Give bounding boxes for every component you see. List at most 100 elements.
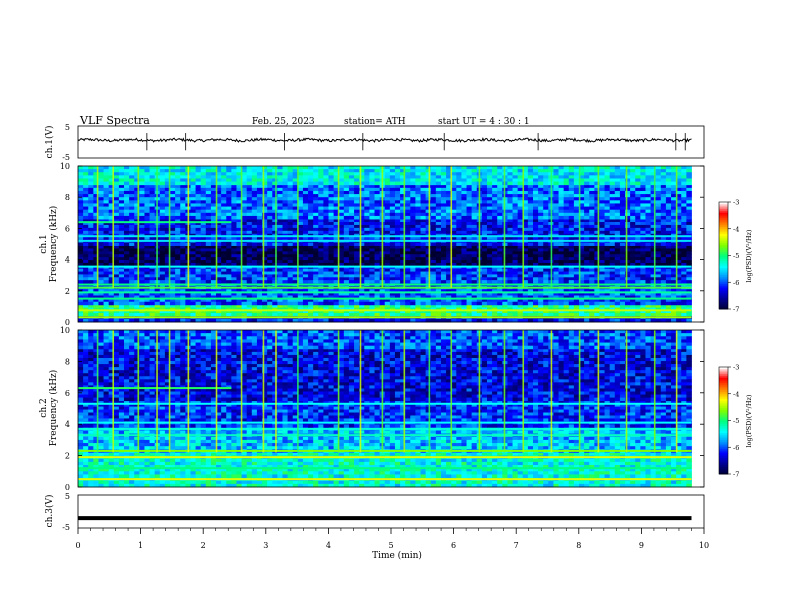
spectrogram-cell	[175, 212, 181, 217]
spectrogram-cell	[323, 219, 329, 223]
spectrogram-cell	[149, 318, 156, 323]
spectrogram-cell	[277, 248, 283, 252]
spectrogram-cell	[543, 280, 549, 284]
spectrogram-cell	[410, 190, 416, 195]
spectrogram-cell	[292, 245, 299, 249]
spectrogram-cell	[471, 230, 478, 235]
spectrogram-cell	[410, 212, 416, 217]
spectrogram-cell	[88, 215, 94, 220]
spectrogram-cell	[481, 245, 488, 249]
spectrogram-cell	[630, 254, 636, 258]
spectrogram-cell	[655, 230, 662, 235]
spectrogram-cell	[538, 260, 544, 264]
spectrogram-cell	[619, 304, 626, 308]
spectrogram-cell	[103, 289, 110, 293]
spectrogram-cell	[630, 301, 636, 306]
spectrogram-cell	[134, 292, 140, 296]
spectrogram-cell	[538, 230, 544, 235]
spectrogram-cell	[113, 304, 120, 308]
spectrogram-cell	[216, 277, 222, 281]
spectrogram-cell	[589, 251, 595, 255]
spectrogram-cell	[522, 292, 529, 296]
spectrogram-cell	[584, 230, 590, 235]
spectrogram-cell	[328, 292, 335, 296]
spectrogram-cell	[497, 298, 503, 303]
spectrogram-cell	[323, 313, 329, 317]
spectrogram-cell	[435, 257, 442, 261]
spectrogram-cell	[251, 260, 258, 264]
spectrogram-cell	[584, 254, 590, 258]
spectrogram-cell	[446, 301, 452, 306]
spectrogram-cell	[430, 318, 437, 323]
spectrogram-cell	[440, 307, 447, 311]
spectrogram-cell	[338, 268, 345, 272]
spectrogram-cell	[195, 245, 202, 249]
spectrogram-cell	[139, 298, 145, 303]
spectrogram-cell	[108, 307, 115, 311]
spectrogram-cell	[88, 184, 94, 189]
spectrogram-cell	[282, 289, 288, 293]
spectrogram-cell	[88, 268, 94, 272]
spectrogram-cell	[415, 224, 421, 229]
spectrogram-cell	[226, 209, 232, 214]
spectrogram-cell	[640, 224, 646, 229]
spectrogram-cell	[292, 274, 299, 278]
spectrogram-cell	[446, 277, 452, 281]
spectrogram-cell	[313, 277, 319, 281]
spectrogram-cell	[430, 221, 437, 226]
spectrogram-cell	[650, 245, 657, 249]
spectrogram-cell	[103, 197, 110, 201]
spectrogram-cell	[134, 245, 140, 249]
spectrogram-cell	[256, 187, 263, 192]
spectrogram-cell	[671, 310, 677, 314]
spectrogram-cell	[635, 219, 641, 223]
spectrogram-cell	[374, 254, 381, 258]
spectrogram-cell	[533, 242, 539, 246]
spectrogram-cell	[374, 245, 381, 249]
spectrogram-cell	[379, 304, 386, 308]
spectrogram-cell	[164, 257, 171, 261]
spectrogram-cell	[180, 206, 186, 211]
spectrogram-cell	[543, 310, 549, 314]
spectrogram-cell	[538, 262, 544, 267]
spectrogram-cell	[251, 219, 258, 223]
spectrogram-cell	[129, 254, 135, 258]
spectrogram-cell	[297, 257, 304, 261]
spectrogram-cell	[486, 242, 493, 246]
spectrogram-cell	[527, 236, 534, 241]
spectrogram-cell	[170, 197, 176, 201]
spectrogram-cell	[650, 236, 657, 241]
spectrogram-cell	[328, 190, 335, 195]
spectrogram-cell	[246, 280, 253, 284]
spectrogram-cell	[313, 227, 319, 232]
spectrogram-cell	[374, 230, 381, 235]
spectrogram-cell	[589, 301, 595, 306]
spectrogram-cell	[272, 184, 278, 189]
spectrogram-cell	[527, 227, 534, 232]
spectrogram-cell	[292, 313, 299, 317]
spectrogram-cell	[241, 274, 248, 278]
spectrogram-cell	[251, 274, 258, 278]
spectrogram-cell	[635, 224, 641, 229]
spectrogram-cell	[210, 262, 217, 267]
spectrogram-cell	[195, 295, 202, 299]
spectrogram-cell	[164, 197, 171, 201]
spectrogram-cell	[323, 280, 329, 284]
spec1-heatmap	[78, 166, 692, 323]
spectrogram-cell	[277, 313, 283, 317]
spectrogram-cell	[364, 251, 370, 255]
spectrogram-cell	[205, 227, 212, 232]
spectrogram-cell	[195, 212, 202, 217]
spectrogram-cell	[313, 236, 319, 241]
spectrogram-cell	[364, 190, 370, 195]
spectrogram-cell	[231, 236, 237, 241]
spectrogram-cell	[180, 274, 186, 278]
spectrogram-cell	[650, 274, 657, 278]
spectrogram-cell	[374, 274, 381, 278]
spectrogram-cell	[262, 262, 268, 267]
spectrogram-cell	[640, 304, 646, 308]
spectrogram-cell	[200, 262, 207, 267]
spectrogram-cell	[630, 289, 636, 293]
spectrogram-cell	[486, 251, 493, 255]
spectrogram-cell	[328, 245, 335, 249]
